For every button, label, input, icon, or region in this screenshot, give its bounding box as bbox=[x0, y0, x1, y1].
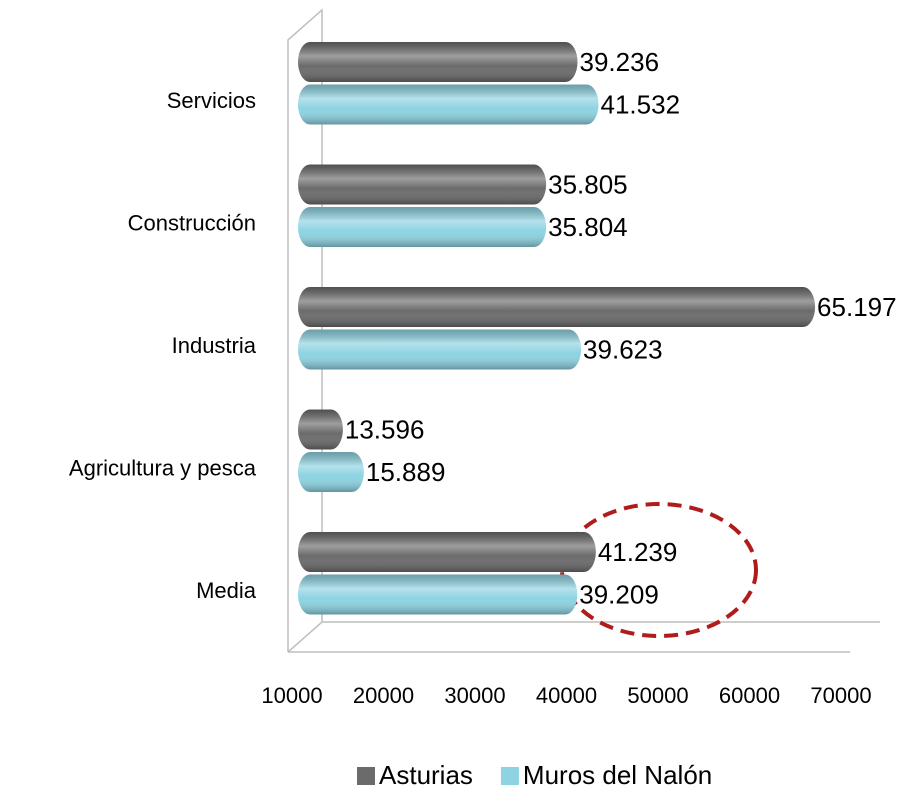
value-label: 39.623 bbox=[583, 334, 663, 364]
value-label: 35.805 bbox=[548, 169, 628, 199]
value-label: 35.804 bbox=[548, 212, 628, 242]
value-label: 15.889 bbox=[366, 457, 446, 487]
x-tick-label: 10000 bbox=[261, 683, 322, 708]
x-tick-label: 20000 bbox=[353, 683, 414, 708]
bar bbox=[298, 287, 816, 327]
bar bbox=[298, 207, 547, 247]
value-label: 39.236 bbox=[580, 47, 660, 77]
legend-label: Muros del Nalón bbox=[523, 760, 712, 790]
x-tick-label: 60000 bbox=[719, 683, 780, 708]
x-tick-label: 30000 bbox=[444, 683, 505, 708]
y-tick-label: Construcción bbox=[128, 210, 256, 235]
legend-swatch bbox=[500, 767, 519, 785]
value-label: 65.197 bbox=[817, 292, 897, 322]
bar bbox=[298, 574, 578, 615]
x-tick-label: 70000 bbox=[810, 683, 871, 708]
bar bbox=[298, 452, 364, 492]
x-tick-label: 50000 bbox=[627, 683, 688, 708]
y-tick-label: Media bbox=[196, 578, 257, 603]
value-label: 39.209 bbox=[579, 579, 659, 609]
value-label: 41.532 bbox=[601, 89, 681, 119]
value-label: 41.239 bbox=[598, 537, 678, 567]
legend-swatch bbox=[357, 767, 375, 785]
y-tick-label: Industria bbox=[172, 333, 257, 358]
bar bbox=[298, 42, 578, 82]
y-tick-label: Agricultura y pesca bbox=[69, 455, 257, 480]
bar bbox=[298, 532, 596, 572]
bar bbox=[298, 409, 343, 450]
bar bbox=[298, 84, 599, 125]
y-tick-label: Servicios bbox=[167, 88, 256, 113]
value-label: 13.596 bbox=[345, 414, 425, 444]
highlight-ellipse bbox=[560, 502, 758, 638]
bar bbox=[298, 329, 582, 370]
bar bbox=[298, 164, 547, 205]
legend-label: Asturias bbox=[379, 760, 473, 790]
x-tick-label: 40000 bbox=[536, 683, 597, 708]
